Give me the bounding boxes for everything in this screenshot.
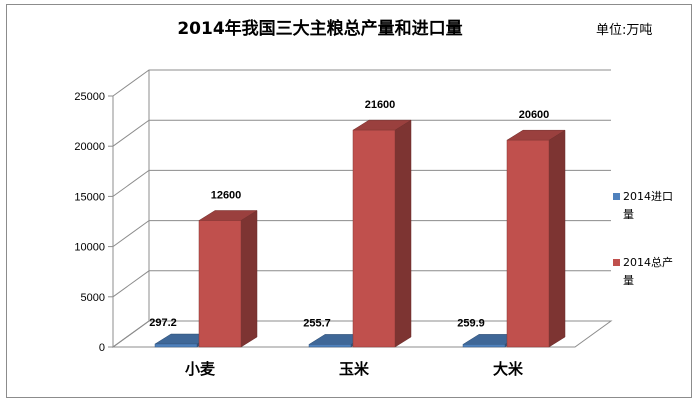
category-labels: 小麦 玉米 大米	[185, 360, 524, 378]
bar	[506, 129, 566, 348]
category-label: 大米	[493, 360, 524, 378]
category-label: 小麦	[185, 360, 216, 378]
bar-front	[506, 139, 550, 348]
bar-front	[154, 343, 198, 348]
side-wall	[112, 70, 150, 348]
y-axis-ticks: 0 5000 10000 15000 20000 25000	[74, 91, 113, 354]
bar	[198, 210, 258, 348]
gridline	[112, 69, 611, 97]
gridlines	[112, 69, 611, 348]
bar-side	[548, 129, 566, 348]
gridline	[112, 119, 611, 147]
category-label: 玉米	[339, 360, 370, 378]
y-tick-label: 15000	[74, 191, 105, 203]
data-labels: 297.2 12600 255.7 21600 259.9 20600	[149, 99, 549, 329]
bars	[154, 119, 566, 348]
legend: 2014进口量 2014总产量	[613, 190, 673, 287]
y-tick-label: 25000	[74, 91, 105, 103]
y-tick-label: 5000	[81, 292, 105, 304]
bar-side	[394, 119, 412, 348]
gridline	[112, 220, 611, 248]
bar-front	[352, 129, 396, 348]
bar-side	[240, 210, 258, 348]
bar-front	[462, 344, 506, 348]
bar	[352, 119, 412, 348]
chart-title: 2014年我国三大主粮总产量和进口量	[177, 18, 462, 39]
legend-label: 2014进口量	[623, 190, 673, 221]
legend-swatch	[613, 193, 620, 200]
unit-label: 单位:万吨	[596, 23, 652, 38]
legend-label: 2014总产量	[623, 255, 673, 287]
gridline	[112, 270, 611, 298]
bar-front	[198, 220, 242, 348]
y-tick-label: 20000	[74, 141, 105, 153]
y-tick-label: 0	[99, 342, 105, 354]
data-label-production: 12600	[211, 189, 242, 201]
data-label-import: 255.7	[303, 317, 331, 329]
bar-front	[308, 344, 352, 348]
gridline	[112, 169, 611, 197]
legend-swatch	[613, 259, 620, 266]
y-tick-label: 10000	[74, 242, 105, 254]
data-label-production: 21600	[365, 99, 396, 111]
data-label-import: 297.2	[149, 317, 177, 329]
data-label-import: 259.9	[457, 317, 485, 329]
data-label-production: 20600	[519, 109, 550, 121]
gridline	[112, 320, 611, 348]
